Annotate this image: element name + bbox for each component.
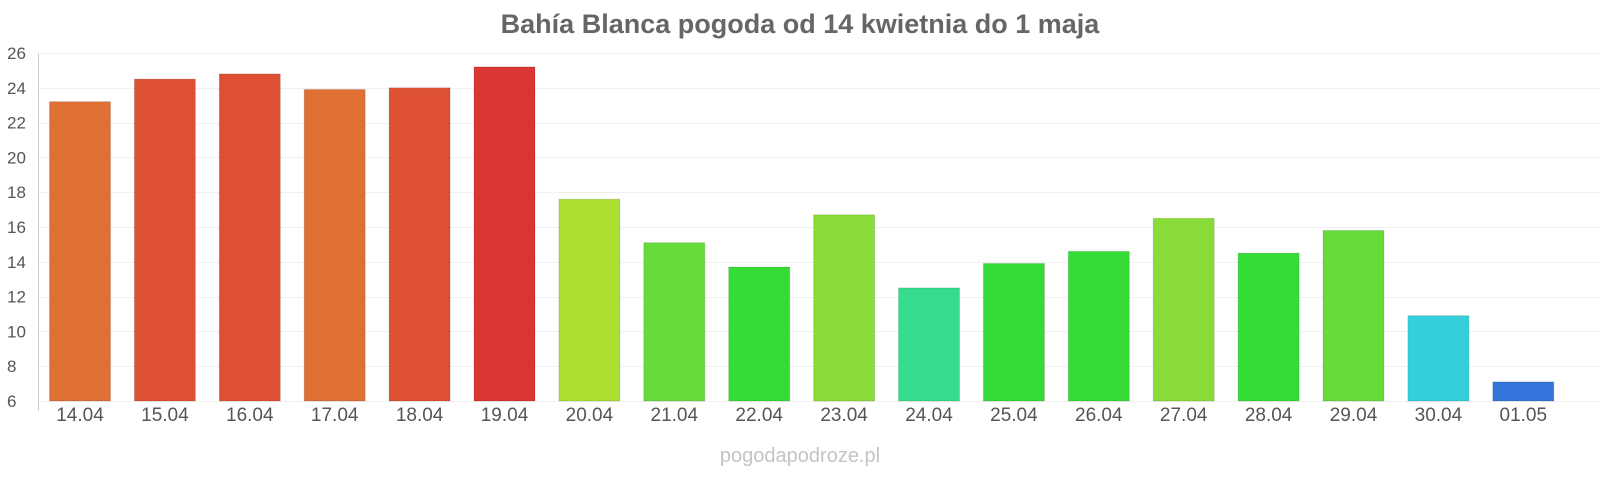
x-tick-label: 28.04 (1245, 405, 1293, 426)
bar-30.04 (1407, 315, 1470, 402)
x-tick-label: 26.04 (1075, 405, 1123, 426)
bar-18.04 (388, 87, 451, 402)
x-tick-label: 20.04 (566, 405, 614, 426)
bar-23.04 (813, 214, 876, 402)
y-tick-label: 22 (7, 114, 26, 133)
bar-16.04 (218, 73, 281, 402)
bar-28.04 (1237, 252, 1300, 402)
bar-25.04 (982, 263, 1045, 402)
bar-19.04 (473, 66, 536, 402)
x-tick-label: 14.04 (56, 405, 104, 426)
x-tick-label: 17.04 (311, 405, 359, 426)
bar-26.04 (1067, 250, 1130, 402)
y-tick-label: 6 (7, 392, 16, 411)
y-tick-label: 14 (7, 253, 26, 272)
x-tick-label: 15.04 (141, 405, 189, 426)
x-tick-label: 16.04 (226, 405, 274, 426)
y-tick-label: 24 (7, 79, 26, 98)
x-tick-label: 23.04 (820, 405, 868, 426)
x-tick-label: 27.04 (1160, 405, 1208, 426)
bar-27.04 (1152, 217, 1215, 402)
x-tick-label: 25.04 (990, 405, 1038, 426)
x-tick-label: 21.04 (651, 405, 699, 426)
bar-29.04 (1322, 230, 1385, 402)
x-tick-label: 30.04 (1415, 405, 1463, 426)
x-tick-label: 24.04 (905, 405, 953, 426)
watermark-text: pogodapodroze.pl (720, 445, 880, 467)
y-tick-label: 12 (7, 288, 26, 307)
y-tick-label: 8 (7, 357, 16, 376)
bar-24.04 (898, 287, 960, 402)
x-axis-ticks: 14.04 15.04 16.04 17.04 18.04 19.04 20.04 21.04… (56, 405, 1547, 426)
x-tick-label: 29.04 (1330, 405, 1378, 426)
x-tick-label: 22.04 (735, 405, 783, 426)
bar-20.04 (558, 198, 621, 402)
y-tick-label: 16 (7, 218, 26, 237)
x-tick-label: 18.04 (396, 405, 444, 426)
bars (49, 66, 1555, 402)
y-tick-label: 18 (7, 183, 26, 202)
bar-21.04 (643, 242, 706, 402)
x-tick-label: 01.05 (1500, 405, 1548, 426)
y-tick-label: 26 (7, 44, 26, 63)
y-tick-label: 10 (7, 322, 26, 341)
chart-title: Bahía Blanca pogoda od 14 kwietnia do 1 … (501, 9, 1101, 39)
y-axis-ticks: 6 8 10 12 14 16 18 20 22 24 26 (7, 44, 26, 411)
y-tick-label: 20 (7, 148, 26, 167)
bar-01.05 (1492, 381, 1555, 402)
bar-15.04 (133, 78, 196, 402)
bar-22.04 (728, 266, 791, 402)
bar-17.04 (303, 89, 366, 402)
x-tick-label: 19.04 (481, 405, 529, 426)
bar-14.04 (49, 101, 111, 402)
